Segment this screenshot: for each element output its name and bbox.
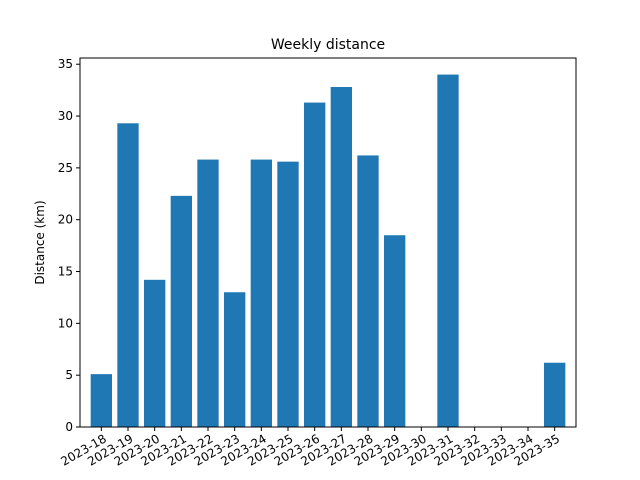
- y-tick-label: 30: [58, 109, 73, 123]
- bar-2023-21: [170, 195, 192, 427]
- bar-2023-31: [437, 74, 459, 427]
- chart-title: Weekly distance: [271, 37, 385, 53]
- bar-2023-22: [197, 159, 219, 427]
- bar-2023-18: [90, 374, 112, 427]
- bar-2023-19: [117, 123, 139, 428]
- bar-2023-27: [330, 87, 352, 428]
- bar-2023-24: [250, 159, 272, 427]
- bar-2023-25: [277, 161, 299, 427]
- plot-area-frame: [79, 57, 577, 428]
- bars-group: [90, 74, 566, 428]
- y-tick-label: 35: [58, 57, 73, 71]
- y-tick-label: 20: [58, 213, 73, 227]
- y-tick-label: 10: [58, 316, 73, 330]
- y-tick-label: 15: [58, 265, 73, 279]
- y-axis-label: Distance (km): [33, 200, 47, 284]
- y-axis: 0 5 10 15 20 25 30 35: [58, 57, 80, 434]
- bar-2023-20: [144, 279, 166, 427]
- y-tick-label: 5: [65, 368, 73, 382]
- bar-2023-29: [384, 235, 406, 427]
- y-tick-label: 0: [65, 420, 73, 434]
- bar-2023-35: [544, 362, 566, 427]
- bar-2023-26: [304, 102, 326, 427]
- bar-2023-28: [357, 155, 379, 427]
- y-tick-label: 25: [58, 161, 73, 175]
- bar-2023-23: [224, 292, 246, 427]
